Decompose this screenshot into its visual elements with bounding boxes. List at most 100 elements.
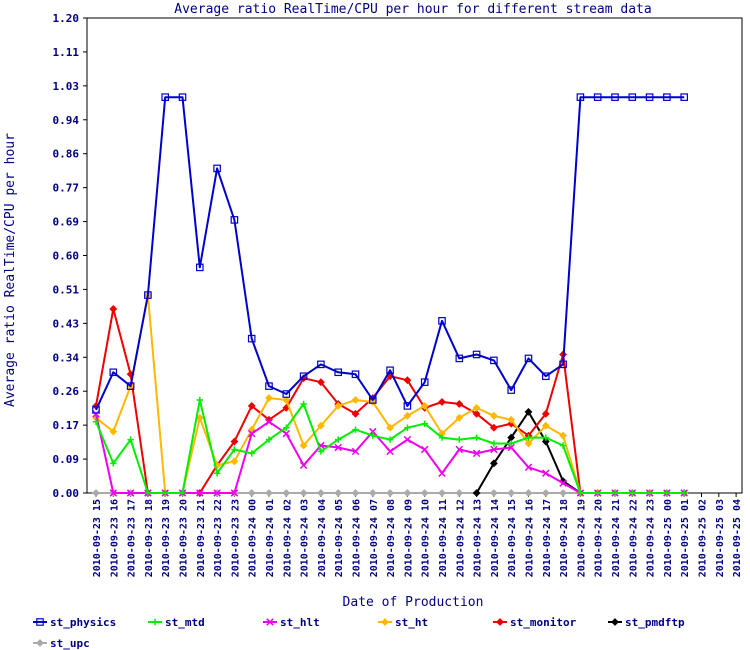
x-tick-label: 2010-09-23 17 <box>127 499 138 577</box>
legend-label: st_upc <box>50 637 90 650</box>
y-tick-label: 0.43 <box>53 317 80 330</box>
legend-label: st_pmdftp <box>625 616 685 629</box>
x-tick-label: 2010-09-24 07 <box>369 499 380 577</box>
data-point-st_physics <box>680 93 689 101</box>
series-line-st_ht <box>95 294 685 494</box>
data-point-st_mtd <box>646 489 653 497</box>
x-tick-label: 2010-09-24 09 <box>403 499 414 577</box>
y-tick-label: 0.09 <box>53 453 80 466</box>
data-point-st_hlt <box>282 429 291 438</box>
data-point-st_upc <box>247 489 256 497</box>
data-point-st_hlt <box>126 489 135 497</box>
data-point-st_pmdftp <box>472 489 481 497</box>
data-point-st_mtd <box>421 420 428 427</box>
data-point-st_ht <box>559 431 568 440</box>
x-tick-label: 2010-09-25 01 <box>680 499 691 577</box>
x-tick-label: 2010-09-24 18 <box>559 499 570 577</box>
series-line-st_mtd <box>95 399 685 494</box>
data-point-st_upc <box>489 489 498 497</box>
data-point-st_mtd <box>473 434 480 441</box>
y-tick-label: 0.26 <box>53 385 80 398</box>
data-point-st_physics <box>265 382 273 390</box>
data-point-st_physics <box>559 360 567 369</box>
data-point-st_mtd <box>265 436 273 443</box>
data-point-st_mtd <box>577 489 584 497</box>
legend-marker <box>381 618 389 626</box>
data-point-st_upc <box>316 489 325 497</box>
data-point-st_mtd <box>162 489 169 497</box>
data-point-st_mtd <box>611 489 619 497</box>
legend-marker <box>36 618 44 626</box>
data-point-st_mtd <box>196 396 203 404</box>
data-point-st_hlt <box>420 445 429 454</box>
data-point-st_mtd <box>404 424 411 431</box>
data-point-st_mtd <box>110 460 117 467</box>
data-point-st_physics <box>663 93 671 101</box>
data-point-st_upc <box>334 489 343 497</box>
data-point-st_physics <box>299 372 308 381</box>
data-point-st_physics <box>438 317 446 325</box>
data-point-st_ht <box>472 403 481 412</box>
series-st_hlt <box>92 410 688 497</box>
y-tick-label: 0.17 <box>53 419 80 432</box>
data-point-st_monitor <box>316 378 325 387</box>
data-point-st_ht <box>524 439 533 448</box>
x-tick-label: 2010-09-25 00 <box>663 499 674 577</box>
data-point-st_hlt <box>247 429 256 438</box>
legend: st_physics st_mtd st_hlt st_ht st_monitor st_… <box>33 616 685 650</box>
data-point-st_physics <box>593 93 602 101</box>
data-point-st_mtd <box>542 434 549 441</box>
y-tick-label: 1.03 <box>53 80 80 93</box>
plot-area <box>86 17 743 494</box>
legend-marker <box>151 618 159 626</box>
x-tick-label: 2010-09-24 01 <box>265 499 276 577</box>
x-tick-label: 2010-09-24 22 <box>628 499 639 577</box>
data-point-st_monitor <box>455 400 464 408</box>
x-tick-label: 2010-09-25 02 <box>698 499 709 577</box>
x-tick-label: 2010-09-23 15 <box>92 499 103 577</box>
y-tick-label: 0.94 <box>53 114 80 127</box>
data-point-st_upc <box>455 489 464 497</box>
data-point-st_physics <box>213 164 221 173</box>
data-point-st_mtd <box>559 442 567 449</box>
data-point-st_physics <box>282 390 291 398</box>
data-point-st_upc <box>92 489 100 497</box>
data-point-st_mtd <box>629 489 636 497</box>
data-point-st_mtd <box>213 470 221 477</box>
data-point-st_ht <box>403 411 412 420</box>
data-point-st_mtd <box>525 434 532 441</box>
chart-title: Average ratio RealTime/CPU per hour for … <box>174 2 651 17</box>
data-point-st_physics <box>369 396 377 404</box>
data-point-st_hlt <box>490 445 498 454</box>
y-tick-label: 0.00 <box>53 487 80 500</box>
y-tick-label: 0.60 <box>53 250 80 263</box>
y-tick-label: 0.34 <box>53 351 80 364</box>
y-ticks: 0.00 0.09 0.17 0.26 0.34 0.43 0.51 0.60 0.69 0.77… <box>53 12 87 500</box>
x-tick-label: 2010-09-24 13 <box>473 499 484 577</box>
x-tick-label: 2010-09-24 02 <box>282 499 293 577</box>
data-point-st_physics <box>144 291 152 299</box>
series-layer <box>92 93 689 497</box>
data-point-st_physics <box>92 406 100 414</box>
data-point-st_upc <box>299 489 308 497</box>
data-point-st_mtd <box>352 426 359 433</box>
data-point-st_physics <box>628 93 637 101</box>
data-point-st_physics <box>455 354 464 363</box>
data-point-st_hlt <box>92 410 100 418</box>
data-point-st_ht <box>351 396 360 404</box>
data-point-st_mtd <box>663 489 671 497</box>
x-tick-label: 2010-09-24 11 <box>438 499 449 577</box>
legend-item-st_physics: st_physics <box>33 616 116 629</box>
x-tick-label: 2010-09-23 22 <box>213 499 224 577</box>
x-ticks: 2010-09-23 15 2010-09-23 16 2010-09-23 17 2… <box>92 493 750 577</box>
data-point-st_hlt <box>213 489 221 497</box>
data-point-st_hlt <box>230 489 239 497</box>
data-point-st_hlt <box>524 463 533 472</box>
data-point-st_physics <box>334 368 343 377</box>
data-point-st_upc <box>420 489 429 497</box>
x-tick-label: 2010-09-24 06 <box>352 499 363 577</box>
data-point-st_mtd <box>438 434 446 441</box>
data-point-st_upc <box>282 489 291 497</box>
legend-item-st_upc: st_upc <box>33 637 90 650</box>
x-tick-label: 2010-09-24 03 <box>300 499 311 577</box>
